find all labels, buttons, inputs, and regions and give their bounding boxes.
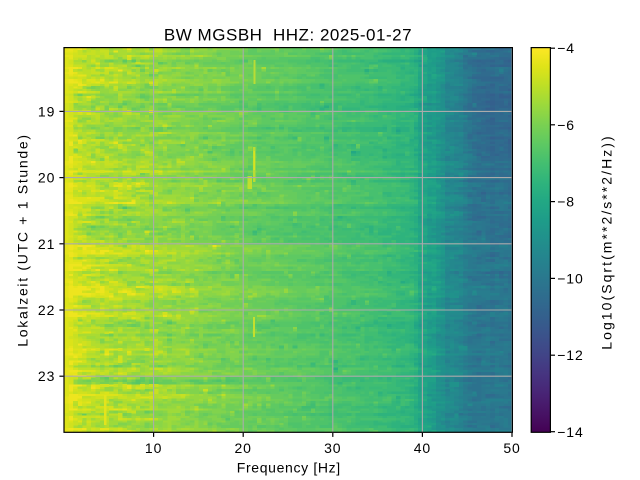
svg-text:19: 19 [38,104,55,120]
svg-text:21: 21 [38,236,55,252]
svg-text:−12: −12 [557,347,583,363]
svg-text:−14: −14 [557,424,583,440]
svg-text:BW MGSBH HHZ: 2025-01-27: BW MGSBH HHZ: 2025-01-27 [164,25,412,44]
svg-text:Frequency [Hz]: Frequency [Hz] [237,460,341,476]
svg-text:40: 40 [414,440,431,456]
svg-text:−6: −6 [557,117,575,133]
svg-text:Log10(Sqrt(m**2/s**2/Hz)): Log10(Sqrt(m**2/s**2/Hz)) [599,134,615,349]
svg-text:50: 50 [503,440,520,456]
svg-text:Lokalzeit (UTC + 1 Stunde): Lokalzeit (UTC + 1 Stunde) [15,133,31,346]
svg-text:−4: −4 [557,40,575,56]
svg-text:20: 20 [235,440,252,456]
svg-text:30: 30 [324,440,341,456]
svg-text:−8: −8 [557,194,575,210]
svg-text:−10: −10 [557,270,583,286]
svg-text:23: 23 [38,368,55,384]
svg-text:22: 22 [38,302,55,318]
svg-text:10: 10 [145,440,162,456]
svg-text:20: 20 [38,170,55,186]
